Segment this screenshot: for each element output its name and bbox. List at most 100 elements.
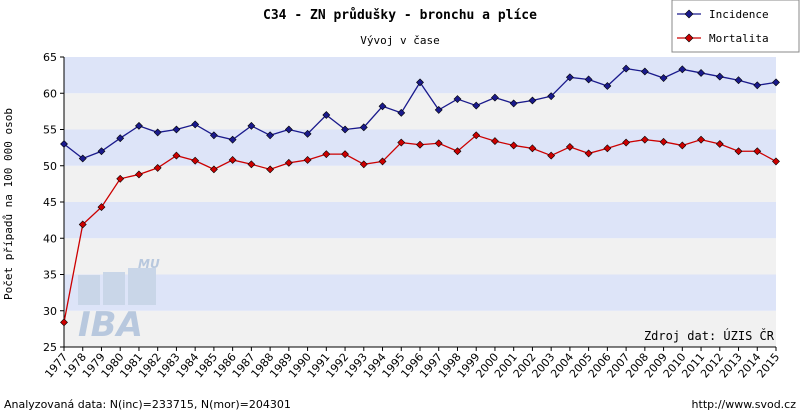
footer-url[interactable]: http://www.svod.cz: [692, 398, 797, 411]
series-incidence: [60, 64, 780, 163]
data-point: [97, 147, 106, 156]
y-tick-label: 50: [43, 160, 57, 173]
data-point: [697, 69, 705, 77]
grid-band: [64, 165, 776, 202]
y-axis-label: Počet případů na 100 000 osob: [2, 108, 15, 300]
data-point: [228, 135, 237, 144]
watermark-logo: IBA: [78, 305, 143, 345]
legend-box: [671, 0, 800, 53]
data-point: [284, 158, 293, 167]
data-point: [734, 147, 743, 156]
data-point: [397, 138, 406, 147]
data-point: [715, 72, 724, 81]
data-point: [584, 75, 593, 84]
data-point: [191, 156, 200, 165]
chart-title: C34 - ZN průdušky - bronchu a plíce: [263, 8, 537, 23]
data-point: [491, 137, 499, 146]
grid-band: [64, 310, 776, 347]
data-point: [266, 165, 275, 174]
data-point: [416, 140, 424, 149]
data-point: [116, 174, 125, 183]
grid-band: [64, 202, 776, 239]
grid-band: [64, 274, 776, 311]
data-point: [509, 141, 518, 150]
data-point: [116, 134, 125, 143]
data-point: [622, 138, 631, 147]
watermark-small: MU: [138, 257, 160, 271]
data-point: [247, 160, 256, 169]
grid-band: [64, 57, 776, 94]
data-point: [172, 125, 181, 134]
series-group: [60, 64, 780, 327]
y-tick-label: 45: [43, 196, 57, 209]
data-point: [434, 106, 443, 114]
legend-marker: [684, 33, 694, 43]
y-tick-labels: 25 30 35 40 45 50 55 60 65: [43, 51, 64, 354]
data-point: [135, 121, 143, 130]
data-point: [303, 129, 312, 138]
data-point: [153, 164, 162, 172]
data-point: [528, 144, 537, 153]
data-point: [378, 157, 387, 166]
data-point: [659, 74, 668, 82]
data-point: [715, 140, 724, 148]
data-point: [603, 144, 612, 153]
data-point: [322, 111, 331, 119]
data-point: [734, 76, 743, 85]
data-point: [359, 123, 368, 132]
data-point: [528, 96, 537, 105]
data-point: [565, 73, 574, 82]
data-point: [491, 93, 499, 102]
data-point: [547, 92, 556, 101]
data-point: [322, 150, 331, 159]
data-point: [172, 151, 181, 160]
x-tick-labels: 1977197819791980198119821983198419851986…: [42, 347, 782, 380]
data-point: [60, 318, 68, 327]
data-point: [97, 203, 106, 211]
series-mortalita: [60, 131, 780, 327]
y-tick-label: 60: [43, 87, 57, 100]
data-point: [678, 65, 687, 74]
data-point: [378, 102, 387, 111]
data-point: [341, 125, 349, 134]
y-tick-label: 65: [43, 51, 57, 64]
legend-label: Mortalita: [709, 32, 769, 45]
data-point: [228, 156, 237, 164]
source-annotation: Zdroj dat: ÚZIS ČR: [644, 328, 775, 343]
data-point: [153, 128, 162, 137]
data-point: [659, 137, 668, 146]
data-point: [603, 82, 612, 90]
data-point: [472, 101, 481, 110]
data-point: [753, 147, 762, 156]
data-point: [453, 147, 462, 156]
data-point: [209, 131, 218, 140]
data-point: [753, 81, 762, 90]
data-point: [135, 170, 143, 179]
y-tick-label: 40: [43, 232, 57, 245]
data-point: [678, 141, 687, 150]
legend-label: Incidence: [709, 8, 769, 21]
data-point: [266, 131, 275, 140]
data-point: [640, 135, 649, 144]
data-point: [60, 140, 68, 148]
y-tick-label: 55: [43, 124, 57, 137]
legend: Incidence Mortalita: [671, 0, 800, 53]
data-point: [191, 120, 200, 129]
grid-bands: [64, 57, 776, 347]
data-point: [341, 150, 349, 159]
footer-analyzed-data: Analyzovaná data: N(inc)=233715, N(mor)=…: [4, 398, 291, 411]
data-point: [434, 139, 443, 148]
chart-subtitle: Vývoj v čase: [360, 34, 439, 47]
data-point: [509, 99, 518, 108]
data-point: [303, 156, 312, 164]
data-point: [472, 131, 481, 140]
data-point: [247, 121, 256, 130]
data-point: [772, 78, 780, 87]
grid-band: [64, 93, 776, 130]
data-point: [622, 64, 631, 73]
data-point: [78, 154, 87, 163]
data-point: [284, 125, 293, 134]
data-point: [640, 67, 649, 76]
data-point: [772, 157, 780, 166]
